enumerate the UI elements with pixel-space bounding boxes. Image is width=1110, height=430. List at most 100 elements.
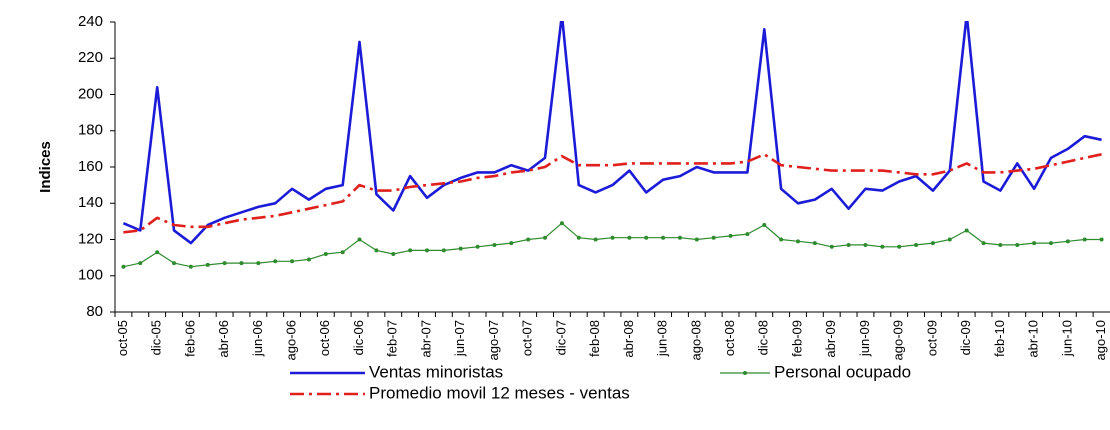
series-marker bbox=[357, 237, 362, 242]
series-line bbox=[122, 21, 1102, 245]
series-marker bbox=[172, 261, 177, 266]
series-marker bbox=[408, 248, 413, 253]
series-marker bbox=[374, 248, 379, 253]
series-marker bbox=[1032, 241, 1037, 246]
series-line bbox=[123, 222, 1102, 268]
x-tick-label: oct-05 bbox=[115, 320, 130, 356]
series-line bbox=[123, 153, 1102, 234]
y-tick-label: 200 bbox=[78, 85, 103, 102]
series-marker bbox=[829, 244, 834, 249]
series-marker bbox=[914, 242, 919, 247]
y-tick-label: 220 bbox=[78, 49, 103, 66]
series-marker bbox=[121, 264, 126, 269]
series-marker bbox=[559, 221, 564, 226]
x-tick-label: jun-08 bbox=[655, 320, 670, 357]
x-tick-label: feb-08 bbox=[587, 320, 602, 357]
series-marker bbox=[340, 250, 345, 255]
x-tick-label: abr-08 bbox=[621, 320, 636, 358]
x-tick-label: dic-05 bbox=[149, 320, 164, 355]
series-marker bbox=[627, 235, 632, 240]
series-marker bbox=[306, 257, 311, 262]
series-marker bbox=[1082, 237, 1087, 242]
series-marker bbox=[475, 244, 480, 249]
x-tick-label: feb-09 bbox=[789, 320, 804, 357]
x-tick-label: dic-06 bbox=[351, 320, 366, 355]
x-tick-label: oct-09 bbox=[924, 320, 939, 356]
x-tick-label: abr-07 bbox=[418, 320, 433, 358]
series-marker bbox=[897, 244, 902, 249]
series-marker bbox=[458, 246, 463, 251]
series-marker bbox=[256, 261, 261, 266]
series-marker bbox=[526, 237, 531, 242]
x-tick-label: oct-08 bbox=[722, 320, 737, 356]
series-marker bbox=[1015, 242, 1020, 247]
series-marker bbox=[745, 232, 750, 237]
series-marker bbox=[205, 262, 210, 267]
y-tick-label: 240 bbox=[78, 13, 103, 30]
series-marker bbox=[610, 235, 615, 240]
y-tick-label: 100 bbox=[78, 267, 103, 284]
series-marker bbox=[711, 235, 716, 240]
series-marker bbox=[930, 241, 935, 246]
x-tick-label: dic-08 bbox=[756, 320, 771, 355]
x-tick-label: dic-09 bbox=[958, 320, 973, 355]
y-tick-label: 160 bbox=[78, 158, 103, 175]
series-marker bbox=[998, 242, 1003, 247]
series-marker bbox=[1048, 241, 1053, 246]
series-marker bbox=[188, 264, 193, 269]
x-tick-label: abr-09 bbox=[823, 320, 838, 358]
series-marker bbox=[543, 235, 548, 240]
series-marker bbox=[644, 235, 649, 240]
series-marker bbox=[947, 237, 952, 242]
y-axis-label: Indices bbox=[37, 141, 54, 193]
x-tick-label: feb-06 bbox=[182, 320, 197, 357]
x-tick-label: oct-06 bbox=[317, 320, 332, 356]
x-tick-label: oct-07 bbox=[520, 320, 535, 356]
series-marker bbox=[424, 248, 429, 253]
series-marker bbox=[728, 233, 733, 238]
legend-label: Promedio movil 12 meses - ventas bbox=[369, 383, 630, 402]
series-marker bbox=[509, 241, 514, 246]
y-tick-label: 180 bbox=[78, 122, 103, 139]
x-tick-label: jun-10 bbox=[1059, 320, 1074, 357]
series-marker bbox=[391, 252, 396, 256]
x-tick-label: jun-09 bbox=[857, 320, 872, 357]
series-marker bbox=[323, 252, 328, 256]
series-marker bbox=[441, 248, 446, 253]
series-marker bbox=[779, 237, 784, 242]
y-tick-label: 120 bbox=[78, 230, 103, 247]
series-marker bbox=[1099, 237, 1104, 242]
x-tick-label: feb-10 bbox=[992, 320, 1007, 357]
series-marker bbox=[290, 259, 295, 264]
x-tick-label: dic-07 bbox=[553, 320, 568, 355]
series-marker bbox=[239, 261, 244, 266]
x-tick-label: ago-09 bbox=[891, 320, 906, 360]
series-marker bbox=[1065, 239, 1070, 244]
plot-area bbox=[121, 21, 1104, 269]
x-tick-label: jun-07 bbox=[452, 320, 467, 357]
x-tick-label: ago-08 bbox=[688, 320, 703, 360]
y-tick-label: 80 bbox=[86, 303, 103, 320]
series-marker bbox=[846, 242, 851, 247]
series-marker bbox=[677, 235, 682, 240]
series-marker bbox=[812, 241, 817, 246]
series-marker bbox=[492, 242, 497, 247]
legend-marker bbox=[743, 371, 747, 375]
series-marker bbox=[863, 242, 868, 247]
x-tick-label: feb-07 bbox=[385, 320, 400, 357]
x-tick-label: ago-06 bbox=[284, 320, 299, 360]
series-marker bbox=[964, 228, 969, 233]
y-tick-label: 140 bbox=[78, 194, 103, 211]
series-marker bbox=[273, 259, 278, 264]
x-tick-label: ago-10 bbox=[1093, 320, 1108, 360]
series-marker bbox=[222, 261, 227, 266]
series-marker bbox=[593, 237, 598, 242]
series-marker bbox=[796, 239, 801, 244]
series-marker bbox=[576, 235, 581, 240]
x-tick-label: ago-07 bbox=[486, 320, 501, 360]
series-marker bbox=[661, 235, 666, 240]
series-marker bbox=[762, 223, 767, 227]
series-marker bbox=[138, 261, 143, 266]
series-marker bbox=[694, 237, 699, 242]
x-tick-label: jun-06 bbox=[250, 320, 265, 357]
